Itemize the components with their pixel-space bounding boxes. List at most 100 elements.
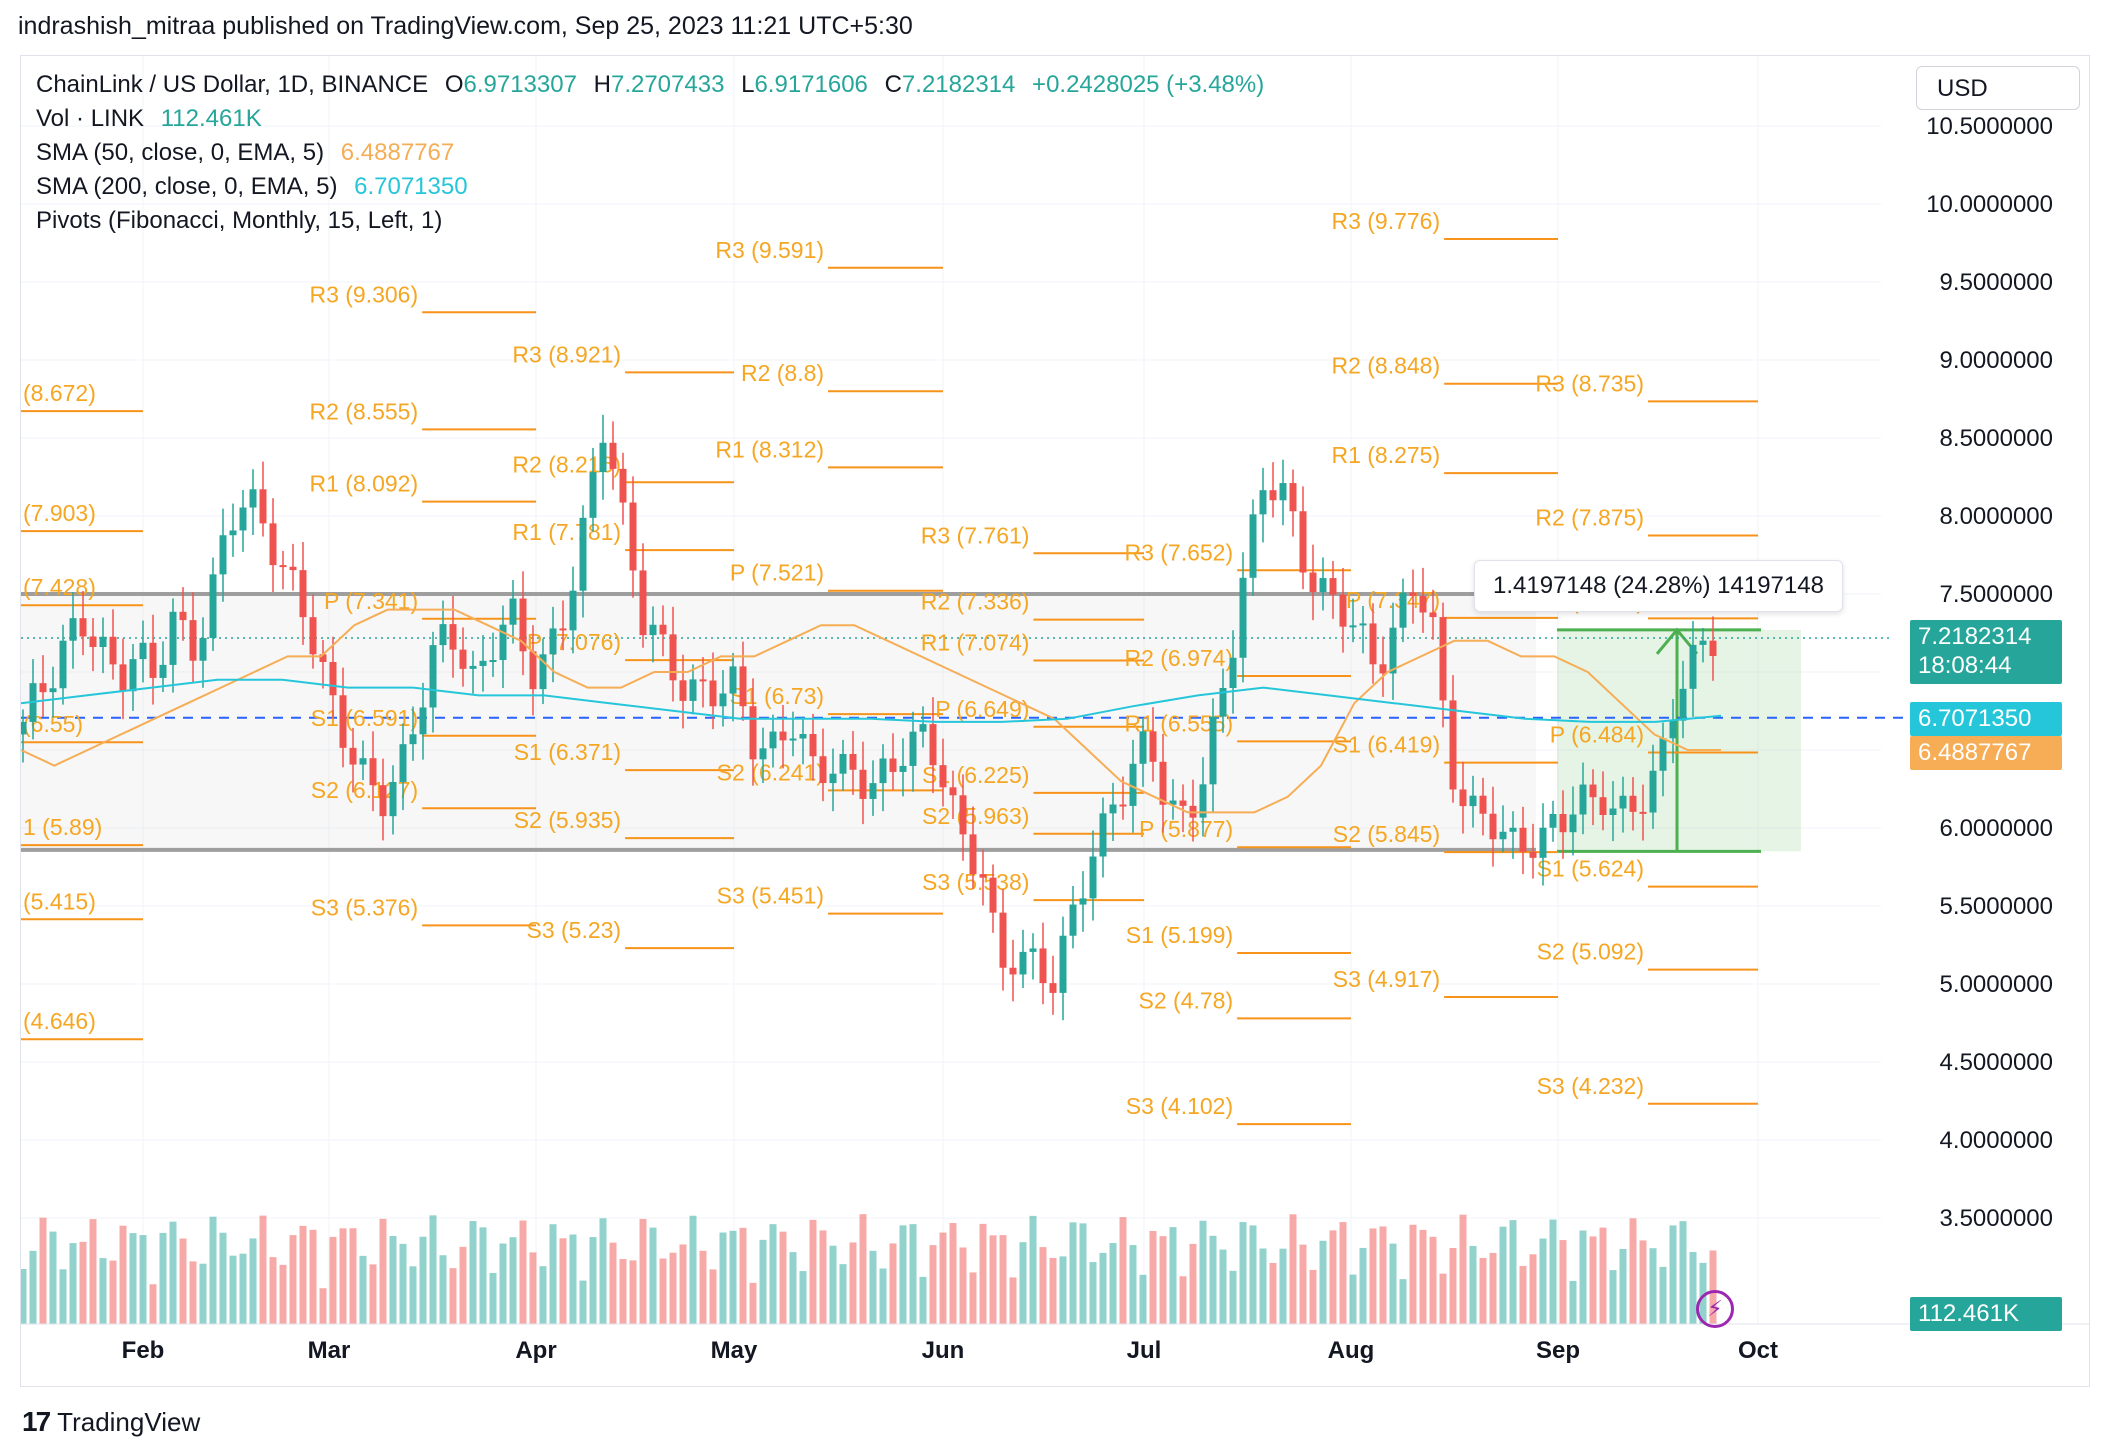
y-tick-label: 10.0000000 xyxy=(1926,191,2053,218)
countdown-value: 18:08:44 xyxy=(1918,652,2012,679)
volume-bar xyxy=(549,1224,557,1324)
candle-body xyxy=(749,706,757,760)
candle-body xyxy=(1609,808,1617,816)
candle-body xyxy=(1469,795,1477,807)
x-tick-label: Oct xyxy=(1738,1337,1778,1364)
candle-body xyxy=(639,570,647,636)
candle-body xyxy=(269,523,277,566)
volume-bar xyxy=(1209,1235,1217,1324)
volume-bar xyxy=(759,1239,767,1324)
volume-bar xyxy=(1159,1236,1167,1324)
candle-body xyxy=(259,489,267,524)
candle-body xyxy=(129,659,137,692)
pivots-legend[interactable]: Pivots (Fibonacci, Monthly, 15, Left, 1) xyxy=(36,207,443,234)
sma200-price-label: 6.7071350 xyxy=(1910,702,2062,736)
volume-bar xyxy=(399,1243,407,1324)
pivot-label: R3 (9.306) xyxy=(309,281,418,307)
candle-body xyxy=(499,624,507,661)
volume-bar xyxy=(579,1280,587,1324)
volume-bar xyxy=(169,1221,177,1324)
volume-bar xyxy=(919,1276,927,1324)
volume-legend[interactable]: Vol · LINK 112.461K xyxy=(36,105,262,132)
volume-bar xyxy=(749,1282,757,1324)
candle-body xyxy=(59,640,67,689)
pivot-label: R1 (7.074) xyxy=(921,629,1030,655)
candle-body xyxy=(219,535,227,575)
volume-bar xyxy=(359,1255,367,1324)
candle-body xyxy=(1279,483,1287,501)
volume-bar xyxy=(1269,1262,1277,1324)
x-tick-label: Aug xyxy=(1328,1337,1375,1364)
candle-body xyxy=(919,724,927,732)
pivot-label: S2 (5.963) xyxy=(922,803,1029,829)
candle-body xyxy=(859,769,867,799)
volume-bar xyxy=(459,1246,467,1324)
candle-body xyxy=(529,651,537,690)
sma50-legend[interactable]: SMA (50, close, 0, EMA, 5) 6.4887767 xyxy=(36,139,455,166)
candle-body xyxy=(1159,761,1167,805)
volume-bar xyxy=(979,1223,987,1324)
volume-bar xyxy=(119,1225,127,1324)
candle-body xyxy=(779,731,787,741)
candle-body xyxy=(89,636,97,648)
volume-bar xyxy=(829,1245,837,1324)
x-tick-label: Jul xyxy=(1127,1337,1162,1364)
pivot-label: S2 (4.78) xyxy=(1139,987,1234,1013)
volume-bar xyxy=(739,1227,747,1324)
volume-bar xyxy=(109,1260,117,1324)
currency-button[interactable]: USD xyxy=(1916,66,2080,110)
volume-bar xyxy=(539,1266,547,1324)
volume-bar xyxy=(1589,1236,1597,1324)
candle-body xyxy=(109,636,117,665)
symbol-name[interactable]: ChainLink / US Dollar, 1D, BINANCE xyxy=(36,71,429,98)
volume-bar xyxy=(1009,1277,1017,1324)
symbol-legend[interactable]: ChainLink / US Dollar, 1D, BINANCE O6.97… xyxy=(36,71,1265,98)
candle-body xyxy=(239,507,247,531)
tradingview-logo-icon: 17 xyxy=(22,1406,51,1437)
candle-body xyxy=(1419,595,1427,613)
chart-frame[interactable]: (8.672) (7.903) (7.428) (6.55) 1 (5.89) (5.41… xyxy=(20,55,2090,1387)
tradingview-logo[interactable]: 17 TradingView xyxy=(22,1406,200,1438)
volume-bar xyxy=(1309,1269,1317,1324)
volume-bar xyxy=(129,1233,137,1324)
candle-body xyxy=(1079,898,1087,905)
volume-bar xyxy=(1419,1229,1427,1324)
sma200-legend[interactable]: SMA (200, close, 0, EMA, 5) 6.7071350 xyxy=(36,173,468,200)
candle-body xyxy=(789,738,797,741)
volume-bar xyxy=(369,1264,377,1324)
lightning-icon[interactable]: ⚡ xyxy=(1696,1290,1734,1328)
volume-bar xyxy=(1489,1252,1497,1324)
volume-bar xyxy=(1229,1270,1237,1324)
pivot-label: R2 (7.336) xyxy=(921,589,1030,615)
volume-bar xyxy=(99,1258,107,1324)
candle-body xyxy=(1649,770,1657,813)
volume-bar xyxy=(159,1232,167,1324)
candle-body xyxy=(1299,511,1307,573)
candle-body xyxy=(1509,827,1517,832)
volume-bar xyxy=(899,1225,907,1324)
candle-body xyxy=(409,734,417,745)
volume-bar xyxy=(1339,1222,1347,1324)
candle-body xyxy=(829,773,837,784)
volume-bar xyxy=(1169,1227,1177,1324)
volume-bar xyxy=(1129,1245,1137,1324)
open-value: 6.9713307 xyxy=(463,71,577,98)
candle-body xyxy=(1349,625,1357,628)
volume-bar xyxy=(959,1247,967,1324)
candle-body xyxy=(879,758,887,784)
sma50-price-label: 6.4887767 xyxy=(1910,736,2062,770)
volume-bar xyxy=(1459,1214,1467,1324)
volume-price-label: 112.461K xyxy=(1910,1297,2062,1331)
volume-bar xyxy=(429,1215,437,1324)
chart-canvas[interactable]: (8.672)(7.903)(7.428)(6.55)1 (5.89)(5.41… xyxy=(21,56,2089,1386)
x-tick-label: Apr xyxy=(515,1337,556,1364)
volume-bar xyxy=(409,1266,417,1324)
y-tick-label: 6.0000000 xyxy=(1940,815,2053,842)
volume-bar xyxy=(1439,1273,1447,1324)
candle-body xyxy=(1019,951,1027,975)
candle-body xyxy=(429,645,437,708)
volume-bar xyxy=(449,1268,457,1324)
volume-bar xyxy=(1249,1225,1257,1324)
volume-bar xyxy=(189,1261,197,1324)
volume-bar xyxy=(629,1260,637,1324)
